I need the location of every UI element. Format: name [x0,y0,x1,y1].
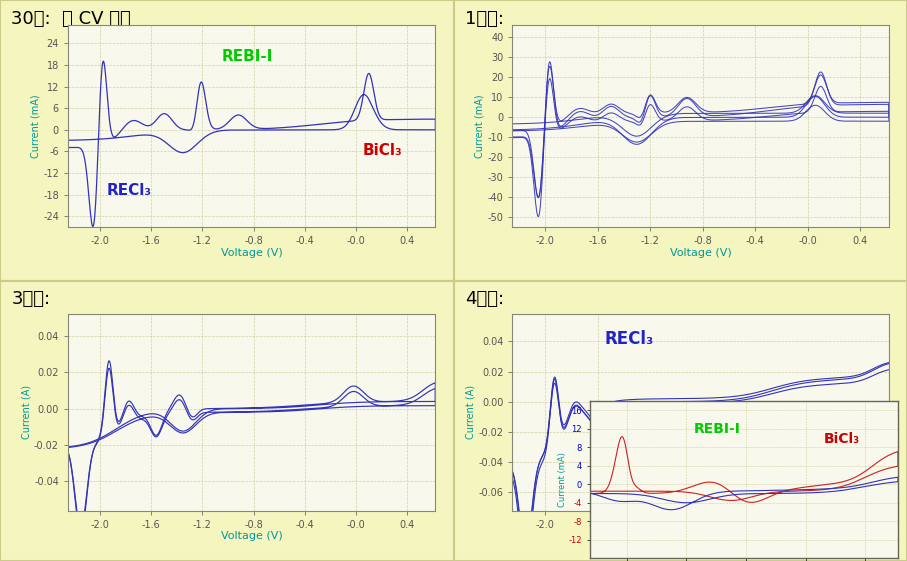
Text: 3시간:: 3시간: [11,291,51,309]
Text: RECl₃: RECl₃ [106,183,151,197]
X-axis label: Voltage (V): Voltage (V) [220,531,283,541]
Text: BiCl₃: BiCl₃ [824,432,860,445]
Y-axis label: Current (mA): Current (mA) [558,452,567,507]
X-axis label: Voltage (V): Voltage (V) [669,247,732,257]
Y-axis label: Current (A): Current (A) [21,385,31,439]
Y-axis label: Current (mA): Current (mA) [30,94,40,158]
Text: REBI-I: REBI-I [694,422,741,436]
Text: 4시간:: 4시간: [464,291,504,309]
Text: 30분:  염 CV 측정: 30분: 염 CV 측정 [11,10,132,28]
Text: 1시간:: 1시간: [464,10,503,28]
Text: RECl₃: RECl₃ [604,330,654,348]
Y-axis label: Current (mA): Current (mA) [474,94,484,158]
X-axis label: Voltage (V): Voltage (V) [220,247,283,257]
Text: BiCl₃: BiCl₃ [363,143,402,158]
X-axis label: Voltage (V): Voltage (V) [669,531,732,541]
Y-axis label: Current (A): Current (A) [465,385,475,439]
Text: REBI-I: REBI-I [221,49,273,65]
